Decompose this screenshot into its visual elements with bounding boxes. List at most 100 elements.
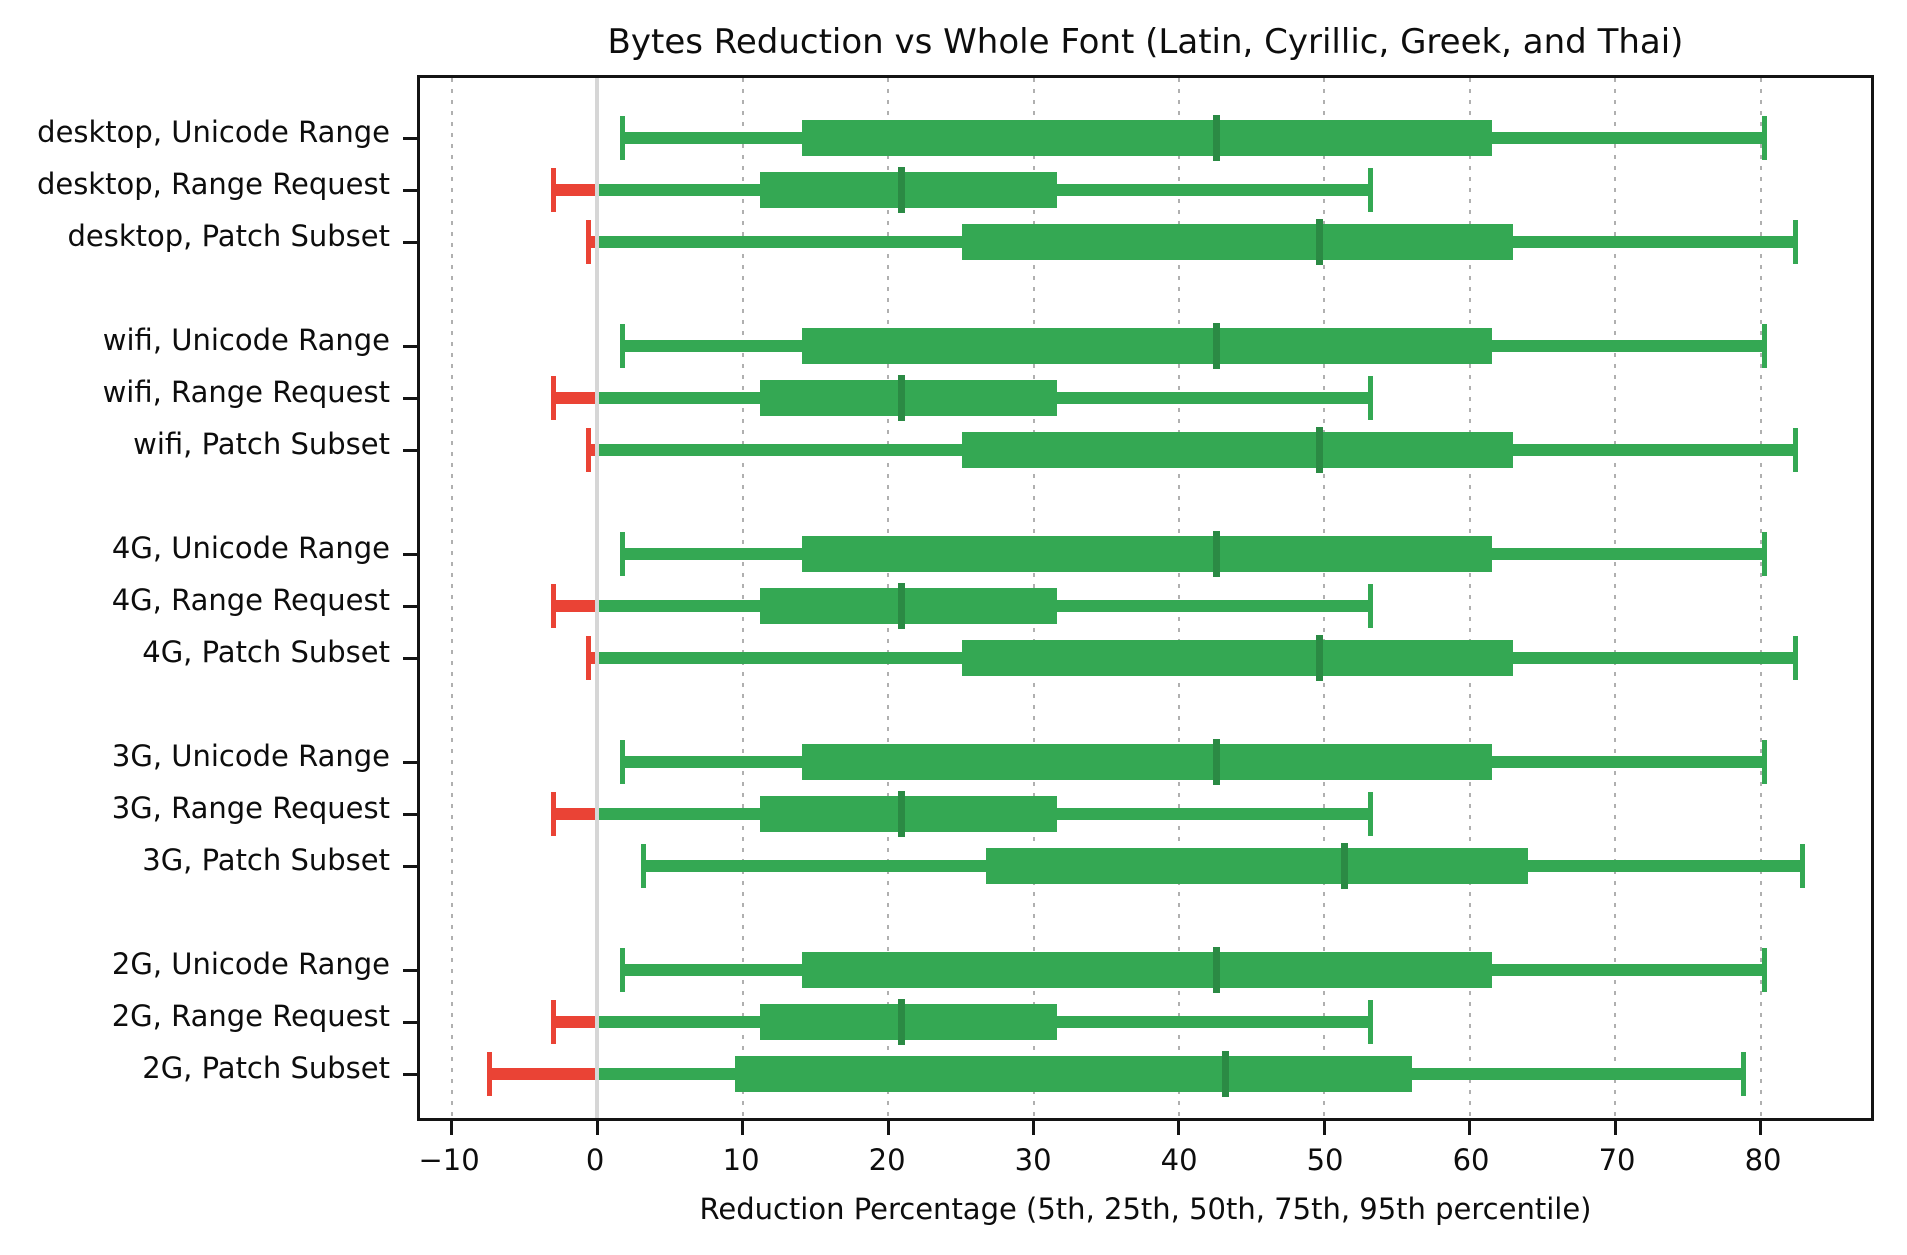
y-tick-mark (403, 136, 417, 140)
x-tick-mark (595, 1121, 599, 1135)
x-axis-title: Reduction Percentage (5th, 25th, 50th, 7… (699, 1192, 1592, 1226)
x-tick-mark (1613, 1121, 1617, 1135)
x-tick-label: 70 (1598, 1143, 1636, 1177)
whisker-left (597, 600, 761, 612)
whisker-cap-high (1368, 792, 1374, 836)
y-tick-label: 3G, Range Request (111, 791, 390, 825)
whisker-left-negative (588, 444, 598, 456)
whisker-cap-high (1762, 532, 1768, 576)
whisker-cap-low (551, 1000, 557, 1044)
x-tick-label: 60 (1452, 1143, 1490, 1177)
whisker-cap-high (1762, 116, 1768, 160)
grid-line (450, 78, 453, 1118)
x-tick-label: 40 (1160, 1143, 1198, 1177)
whisker-left-negative (553, 184, 598, 196)
iqr-box (760, 588, 1057, 624)
grid-line (741, 78, 744, 1118)
whisker-cap-high (1800, 844, 1806, 888)
median-line (897, 791, 905, 837)
whisker-left-negative (553, 600, 598, 612)
whisker-cap-low (619, 740, 625, 784)
y-tick-mark (403, 812, 417, 816)
iqr-box (802, 328, 1492, 364)
grid-line (1614, 78, 1617, 1118)
whisker-left-negative (588, 652, 598, 664)
whisker-left (597, 184, 761, 196)
iqr-box (760, 172, 1057, 208)
y-tick-label: 4G, Patch Subset (142, 635, 390, 669)
median-line (1316, 427, 1324, 473)
y-tick-label: 2G, Patch Subset (142, 1051, 390, 1085)
grid-line (1759, 78, 1762, 1118)
grid-line (1177, 78, 1180, 1118)
y-tick-mark (403, 656, 417, 660)
iqr-box (985, 848, 1528, 884)
whisker-cap-low (586, 220, 592, 264)
y-tick-mark (403, 240, 417, 244)
iqr-box (802, 536, 1492, 572)
whisker-cap-low (641, 844, 647, 888)
whisker-cap-high (1792, 220, 1798, 264)
y-tick-mark (403, 760, 417, 764)
y-tick-label: 2G, Range Request (111, 999, 390, 1033)
grid-line (1468, 78, 1471, 1118)
iqr-box (802, 120, 1492, 156)
whisker-left-negative (553, 808, 598, 820)
iqr-box (802, 744, 1492, 780)
whisker-right (1056, 392, 1371, 404)
median-line (1341, 843, 1349, 889)
iqr-box (760, 1004, 1057, 1040)
whisker-left (643, 860, 986, 872)
median-line (897, 583, 905, 629)
y-tick-label: desktop, Range Request (36, 167, 390, 201)
whisker-cap-low (586, 428, 592, 472)
whisker-right (1056, 1016, 1371, 1028)
whisker-cap-low (619, 116, 625, 160)
whisker-cap-high (1368, 168, 1374, 212)
y-tick-mark (403, 448, 417, 452)
whisker-cap-low (551, 376, 557, 420)
x-tick-mark (1177, 1121, 1181, 1135)
iqr-box (962, 432, 1514, 468)
whisker-cap-low (619, 532, 625, 576)
x-tick-mark (1468, 1121, 1472, 1135)
y-tick-label: 3G, Patch Subset (142, 843, 390, 877)
whisker-right (1513, 652, 1796, 664)
median-line (897, 167, 905, 213)
whisker-cap-high (1762, 740, 1768, 784)
y-tick-mark (403, 864, 417, 868)
whisker-cap-high (1740, 1052, 1746, 1096)
x-tick-mark (1032, 1121, 1036, 1135)
whisker-right (1411, 1068, 1744, 1080)
whisker-cap-low (551, 792, 557, 836)
whisker-cap-low (619, 948, 625, 992)
whisker-cap-low (619, 324, 625, 368)
whisker-left (597, 392, 761, 404)
y-tick-label: wifi, Patch Subset (133, 427, 390, 461)
y-tick-label: wifi, Range Request (102, 375, 390, 409)
whisker-cap-high (1368, 376, 1374, 420)
x-tick-label: 10 (722, 1143, 760, 1177)
median-line (1213, 947, 1221, 993)
y-tick-label: 4G, Range Request (111, 583, 390, 617)
x-tick-mark (1322, 1121, 1326, 1135)
y-tick-label: 2G, Unicode Range (111, 947, 390, 981)
y-tick-label: desktop, Patch Subset (67, 219, 391, 253)
y-tick-mark (403, 1072, 417, 1076)
whisker-cap-low (551, 584, 557, 628)
whisker-left (597, 444, 963, 456)
whisker-left-negative (553, 1016, 598, 1028)
zero-line (595, 78, 600, 1118)
whisker-cap-high (1792, 636, 1798, 680)
whisker-right (1527, 860, 1803, 872)
x-tick-label: −10 (418, 1143, 480, 1177)
x-tick-mark (741, 1121, 745, 1135)
median-line (1221, 1051, 1229, 1097)
whisker-left-negative (588, 236, 598, 248)
chart-title: Bytes Reduction vs Whole Font (Latin, Cy… (607, 22, 1684, 62)
median-line (1213, 739, 1221, 785)
whisker-left (622, 548, 803, 560)
y-tick-label: 4G, Unicode Range (111, 531, 390, 565)
y-tick-mark (403, 344, 417, 348)
